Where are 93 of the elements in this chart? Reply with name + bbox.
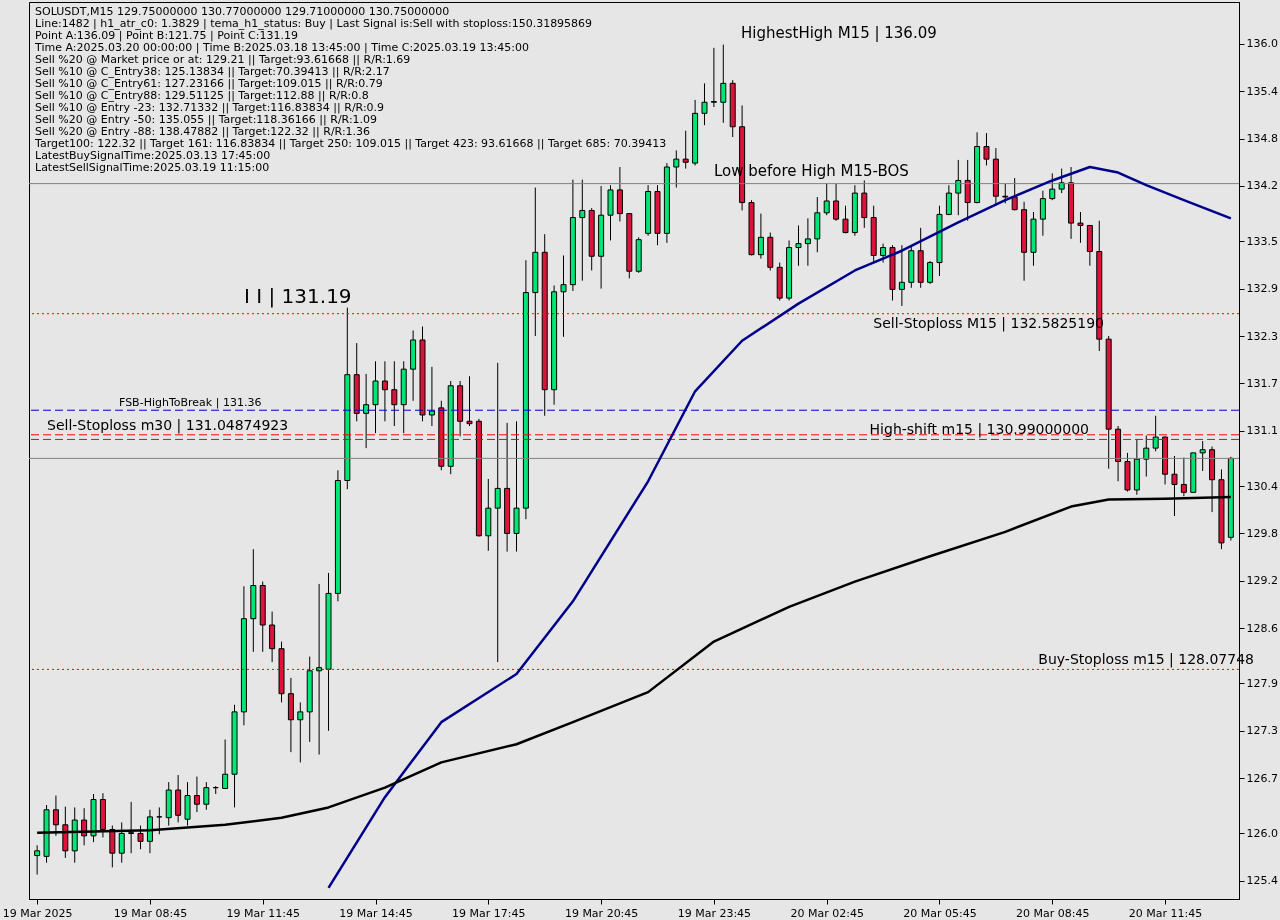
ref-line-label: Sell-Stoploss m30 | 131.04874923	[47, 416, 289, 434]
x-tick-label: 20 Mar 05:45	[903, 906, 977, 920]
candlestick	[1152, 415, 1159, 452]
candlestick	[842, 205, 849, 234]
ref-line-label: High-shift m15 | 130.99000000	[869, 421, 1089, 439]
annotation: LatestSellSignalTime:2025.03.19 11:15:00	[35, 161, 270, 174]
ref-line-label: FSB-HighToBreak | 131.36	[119, 396, 262, 410]
candlestick	[1058, 168, 1065, 194]
candlestick	[927, 260, 934, 285]
candlestick	[1049, 172, 1056, 201]
candlestick	[560, 254, 567, 338]
candlestick	[1039, 190, 1046, 237]
candlestick	[804, 217, 811, 267]
x-tick-label: 20 Mar 08:45	[1016, 906, 1090, 920]
annotation: Sell %10 @ C_Entry61: 127.23166 || Target:109.015 || R/R:0.79	[35, 77, 383, 90]
y-tick-label: 131.7	[1246, 376, 1278, 390]
candlestick	[833, 183, 840, 222]
candlestick	[381, 360, 388, 422]
candlestick	[466, 375, 473, 427]
candlestick	[945, 184, 952, 216]
annotation: HighestHigh M15 | 136.09	[741, 24, 937, 42]
y-tick-label: 131.1	[1246, 424, 1278, 438]
annotation: LatestBuySignalTime:2025.03.13 17:45:00	[35, 149, 271, 162]
y-tick-label: 125.4	[1246, 874, 1278, 888]
x-tick-label: 19 Mar 20:45	[564, 906, 639, 920]
candlestick	[757, 213, 764, 260]
candlestick	[269, 611, 276, 663]
candlestick	[720, 44, 727, 124]
candlestick	[964, 159, 971, 222]
y-tick-label: 129.2	[1246, 574, 1278, 588]
candlestick	[391, 360, 398, 427]
candlestick	[880, 243, 887, 264]
x-tick-label: 20 Mar 02:45	[790, 906, 864, 920]
candlestick	[316, 583, 323, 755]
y-tick-label: 134.8	[1246, 132, 1278, 146]
annotation: Sell %10 @ C_Entry38: 125.13834 || Target:70.39413 || R/R:2.17	[35, 65, 390, 78]
chart-title: SOLUSDT,M15 129.75000000 130.77000000 129.71000000 130.75000000	[35, 5, 450, 18]
x-tick-label: 20 Mar 11:45	[1128, 906, 1203, 920]
candlestick	[673, 149, 680, 189]
y-tick-label: 127.3	[1246, 724, 1278, 738]
candlestick	[1011, 177, 1018, 211]
candlestick	[494, 362, 501, 663]
candlestick	[297, 701, 304, 763]
candlestick	[579, 179, 586, 282]
x-tick-label: 19 Mar 08:45	[113, 906, 188, 920]
candlestick	[701, 82, 708, 126]
x-tick-label: 19 Mar 14:45	[339, 906, 413, 920]
candlestick	[34, 844, 41, 876]
candlestick	[428, 366, 435, 427]
y-tick-label: 126.7	[1246, 771, 1278, 785]
y-tick-label: 135.4	[1246, 84, 1278, 98]
y-tick-label: 126.0	[1246, 826, 1278, 840]
x-tick-label: 19 Mar 17:45	[452, 906, 526, 920]
y-tick-label: 128.6	[1246, 621, 1278, 635]
candlestick	[616, 166, 623, 223]
candlestick	[898, 244, 905, 307]
y-tick-label: 132.3	[1246, 329, 1278, 343]
x-tick-label: 19 Mar 11:45	[226, 906, 300, 920]
x-tick-label: 19 Mar 2025	[2, 906, 73, 920]
candlestick	[1002, 183, 1009, 204]
annotation: Sell %10 @ Entry -23: 132.71332 || Target:116.83834 || R/R:0.9	[35, 101, 385, 114]
candlestick	[983, 132, 990, 166]
candlestick	[710, 47, 717, 108]
y-tick-label: 127.9	[1246, 676, 1278, 690]
y-tick-label: 136.0	[1246, 37, 1278, 51]
candlestick	[955, 159, 962, 216]
annotation: Sell %10 @ C_Entry88: 129.51125 || Target:112.88 || R/R:0.8	[35, 89, 369, 102]
annotation: I I | 131.19	[244, 284, 352, 308]
y-tick-label: 129.8	[1246, 526, 1278, 540]
annotation: Sell %20 @ Market price or at: 129.21 || Target:93.61668 || R/R:1.69	[35, 53, 411, 66]
annotation: Sell %20 @ Entry -88: 138.47882 || Target:122.32 || R/R:1.36	[35, 125, 371, 138]
y-tick-label: 133.5	[1246, 234, 1278, 248]
annotation: Point A:136.09 | Point B:121.75 | Point C:131.19	[35, 29, 298, 42]
candlestick	[203, 781, 210, 811]
annotation: Time A:2025.03.20 00:00:00 | Time B:2025.03.18 13:45:00 | Time C:2025.03.19 13:45:00	[34, 41, 529, 54]
candlestick	[184, 781, 191, 827]
candlestick	[1077, 211, 1084, 244]
candlestick	[1143, 435, 1150, 478]
x-tick-label: 19 Mar 23:45	[677, 906, 752, 920]
candlestick	[682, 130, 689, 170]
annotation: Sell %20 @ Entry -50: 135.055 || Target:118.36166 || R/R:1.09	[35, 113, 378, 126]
candlestick	[795, 224, 802, 267]
annotation: Target100: 122.32 || Target 161: 116.83834 || Target 250: 109.015 || Target 423: 93.61668 || Target 685: 70.39413	[34, 137, 667, 150]
candlestick	[1199, 440, 1206, 472]
candlestick	[363, 373, 370, 449]
y-tick-label: 130.4	[1246, 479, 1278, 493]
y-tick-label: 134.2	[1246, 179, 1278, 193]
annotation: Line:1482 | h1_atr_c0: 1.3829 | tema_h1_status: Buy | Last Signal is:Sell with stoploss:150.31895869	[35, 17, 593, 30]
y-tick-label: 132.9	[1246, 282, 1278, 296]
candlestick	[193, 776, 200, 813]
candlestick	[372, 360, 379, 434]
candlestick	[823, 183, 830, 216]
candlestick	[222, 739, 229, 789]
